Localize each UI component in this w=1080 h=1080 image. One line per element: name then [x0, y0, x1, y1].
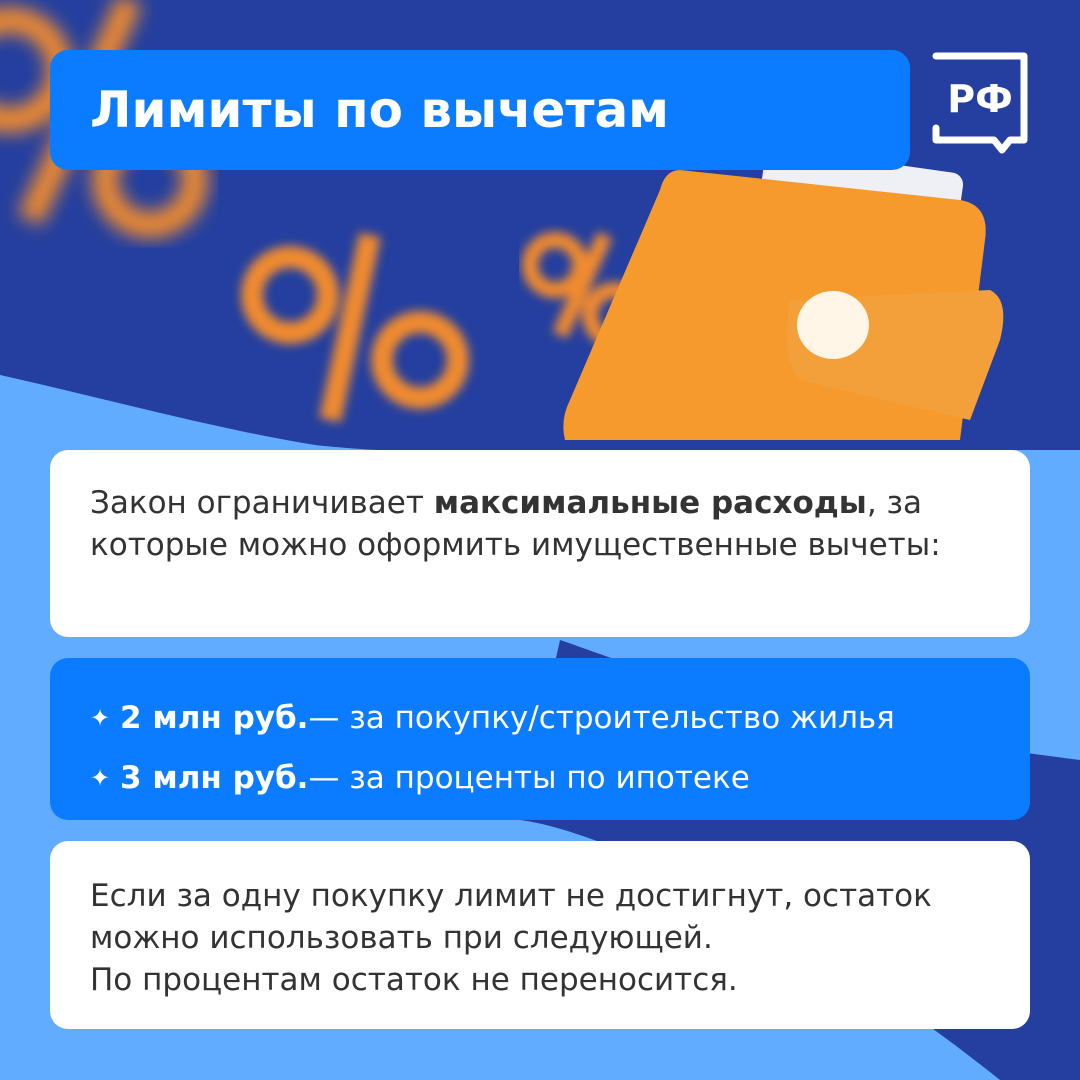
limit-amount: 3 млн руб.	[120, 760, 309, 796]
title-banner: Лимиты по вычетам	[50, 50, 910, 170]
limit-amount: 2 млн руб.	[120, 700, 309, 736]
svg-text:РФ: РФ	[947, 77, 1013, 121]
note-line: Если за одну покупку лимит не достигнут,…	[90, 878, 932, 914]
intro-bold: максимальные расходы	[433, 485, 867, 521]
note-card: Если за одну покупку лимит не достигнут,…	[50, 841, 1030, 1029]
limits-card: ✦ 2 млн руб. — за покупку/строительство ж…	[50, 658, 1030, 820]
note-line: можно использовать при следующей.	[90, 920, 713, 956]
intro-text-end: , за которые можно оформить имущественны…	[90, 485, 941, 563]
rf-logo: РФ	[932, 52, 1028, 154]
limit-desc: — за покупку/строительство жилья	[308, 700, 895, 736]
limit-desc: — за проценты по ипотеке	[308, 760, 750, 796]
wallet-icon	[563, 148, 1004, 440]
page-title: Лимиты по вычетам	[90, 81, 670, 139]
sparkle-icon: ✦	[90, 764, 111, 792]
sparkle-icon: ✦	[90, 704, 111, 732]
limit-item: ✦ 3 млн руб. — за проценты по ипотеке	[90, 748, 990, 808]
intro-card: Закон ограничивает максимальные расходы,…	[50, 450, 1030, 637]
note-line: По процентам остаток не переносится.	[90, 962, 738, 998]
limit-item: ✦ 2 млн руб. — за покупку/строительство ж…	[90, 688, 990, 748]
percent-sign-icon	[241, 232, 469, 423]
intro-text: Закон ограничивает	[90, 485, 434, 521]
